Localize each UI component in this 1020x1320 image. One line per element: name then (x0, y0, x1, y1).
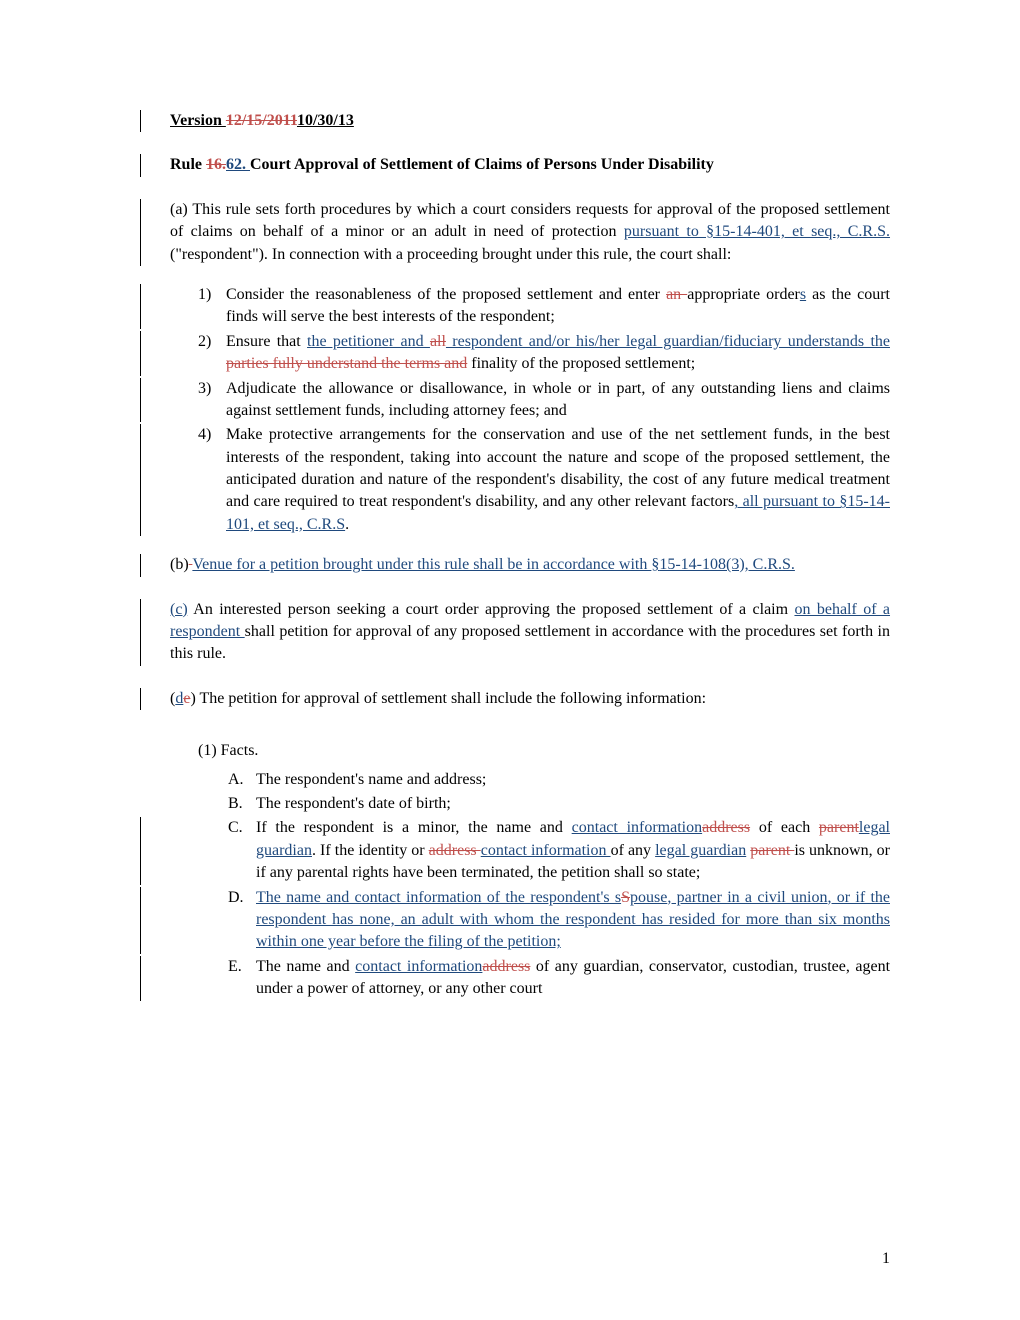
section-b: (b) Venue for a petition brought under t… (140, 554, 890, 576)
item-number: 4) (198, 424, 226, 536)
list-item-2-wrap: 2) Ensure that the petitioner and all re… (140, 331, 890, 376)
fact-letter: A. (228, 769, 256, 791)
fact-b: B. The respondent's date of birth; (170, 793, 890, 815)
facts-label: (1) Facts. (198, 740, 890, 762)
list-item-1-wrap: 1) Consider the reasonableness of the pr… (140, 284, 890, 329)
item-text: Adjudicate the allowance or disallowance… (226, 378, 890, 423)
item-text: Ensure that the petitioner and all respo… (226, 331, 890, 376)
rule-prefix: Rule (170, 156, 206, 173)
list-item-3: 3) Adjudicate the allowance or disallowa… (170, 378, 890, 423)
fact-d: D. The name and contact information of t… (170, 887, 890, 954)
document-page: Version 12/15/201110/30/13 Rule 16.62. C… (0, 0, 1020, 1320)
list-item-4: 4) Make protective arrangements for the … (170, 424, 890, 536)
section-a-list: 1) Consider the reasonableness of the pr… (170, 284, 890, 536)
fact-text: The name and contact information of the … (256, 887, 890, 954)
item-text: Consider the reasonableness of the propo… (226, 284, 890, 329)
item-number: 1) (198, 284, 226, 329)
fact-c-wrap: C. If the respondent is a minor, the nam… (140, 817, 890, 884)
section-a: (a) This rule sets forth procedures by w… (140, 199, 890, 266)
list-item-4-wrap: 4) Make protective arrangements for the … (140, 424, 890, 536)
page-number: 1 (882, 1248, 890, 1270)
item-number: 3) (198, 378, 226, 423)
version-prefix: Version (170, 112, 226, 129)
fact-text: The respondent's date of birth; (256, 793, 890, 815)
fact-text: The name and contact informationaddress … (256, 956, 890, 1001)
fact-letter: D. (228, 887, 256, 954)
fact-e-wrap: E. The name and contact informationaddre… (140, 956, 890, 1001)
item-number: 2) (198, 331, 226, 376)
rule-line: Rule 16.62. Court Approval of Settlement… (140, 154, 890, 176)
fact-text: If the respondent is a minor, the name a… (256, 817, 890, 884)
section-d: (de) The petition for approval of settle… (140, 688, 890, 710)
fact-letter: B. (228, 793, 256, 815)
list-item-3-wrap: 3) Adjudicate the allowance or disallowa… (140, 378, 890, 423)
rule-new-num: 62. (226, 156, 250, 173)
rule-old-num: 16. (206, 156, 226, 173)
fact-text: The respondent's name and address; (256, 769, 890, 791)
fact-e: E. The name and contact informationaddre… (170, 956, 890, 1001)
fact-letter: E. (228, 956, 256, 1001)
fact-a: A. The respondent's name and address; (170, 769, 890, 791)
facts-list: A. The respondent's name and address; B.… (170, 769, 890, 1001)
version-old-date: 12/15/2011 (226, 112, 297, 129)
fact-d-wrap: D. The name and contact information of t… (140, 887, 890, 954)
version-new-date: 10/30/13 (297, 112, 354, 129)
section-c: (c) An interested person seeking a court… (140, 599, 890, 666)
list-item-2: 2) Ensure that the petitioner and all re… (170, 331, 890, 376)
section-a-ins: pursuant to §15-14-401, et seq., C.R.S. (624, 223, 890, 240)
section-a-text2: ("respondent"). In connection with a pro… (170, 246, 731, 263)
version-line: Version 12/15/201110/30/13 (140, 110, 890, 132)
list-item-1: 1) Consider the reasonableness of the pr… (170, 284, 890, 329)
item-text: Make protective arrangements for the con… (226, 424, 890, 536)
rule-title: Court Approval of Settlement of Claims o… (250, 156, 714, 173)
fact-c: C. If the respondent is a minor, the nam… (170, 817, 890, 884)
fact-letter: C. (228, 817, 256, 884)
